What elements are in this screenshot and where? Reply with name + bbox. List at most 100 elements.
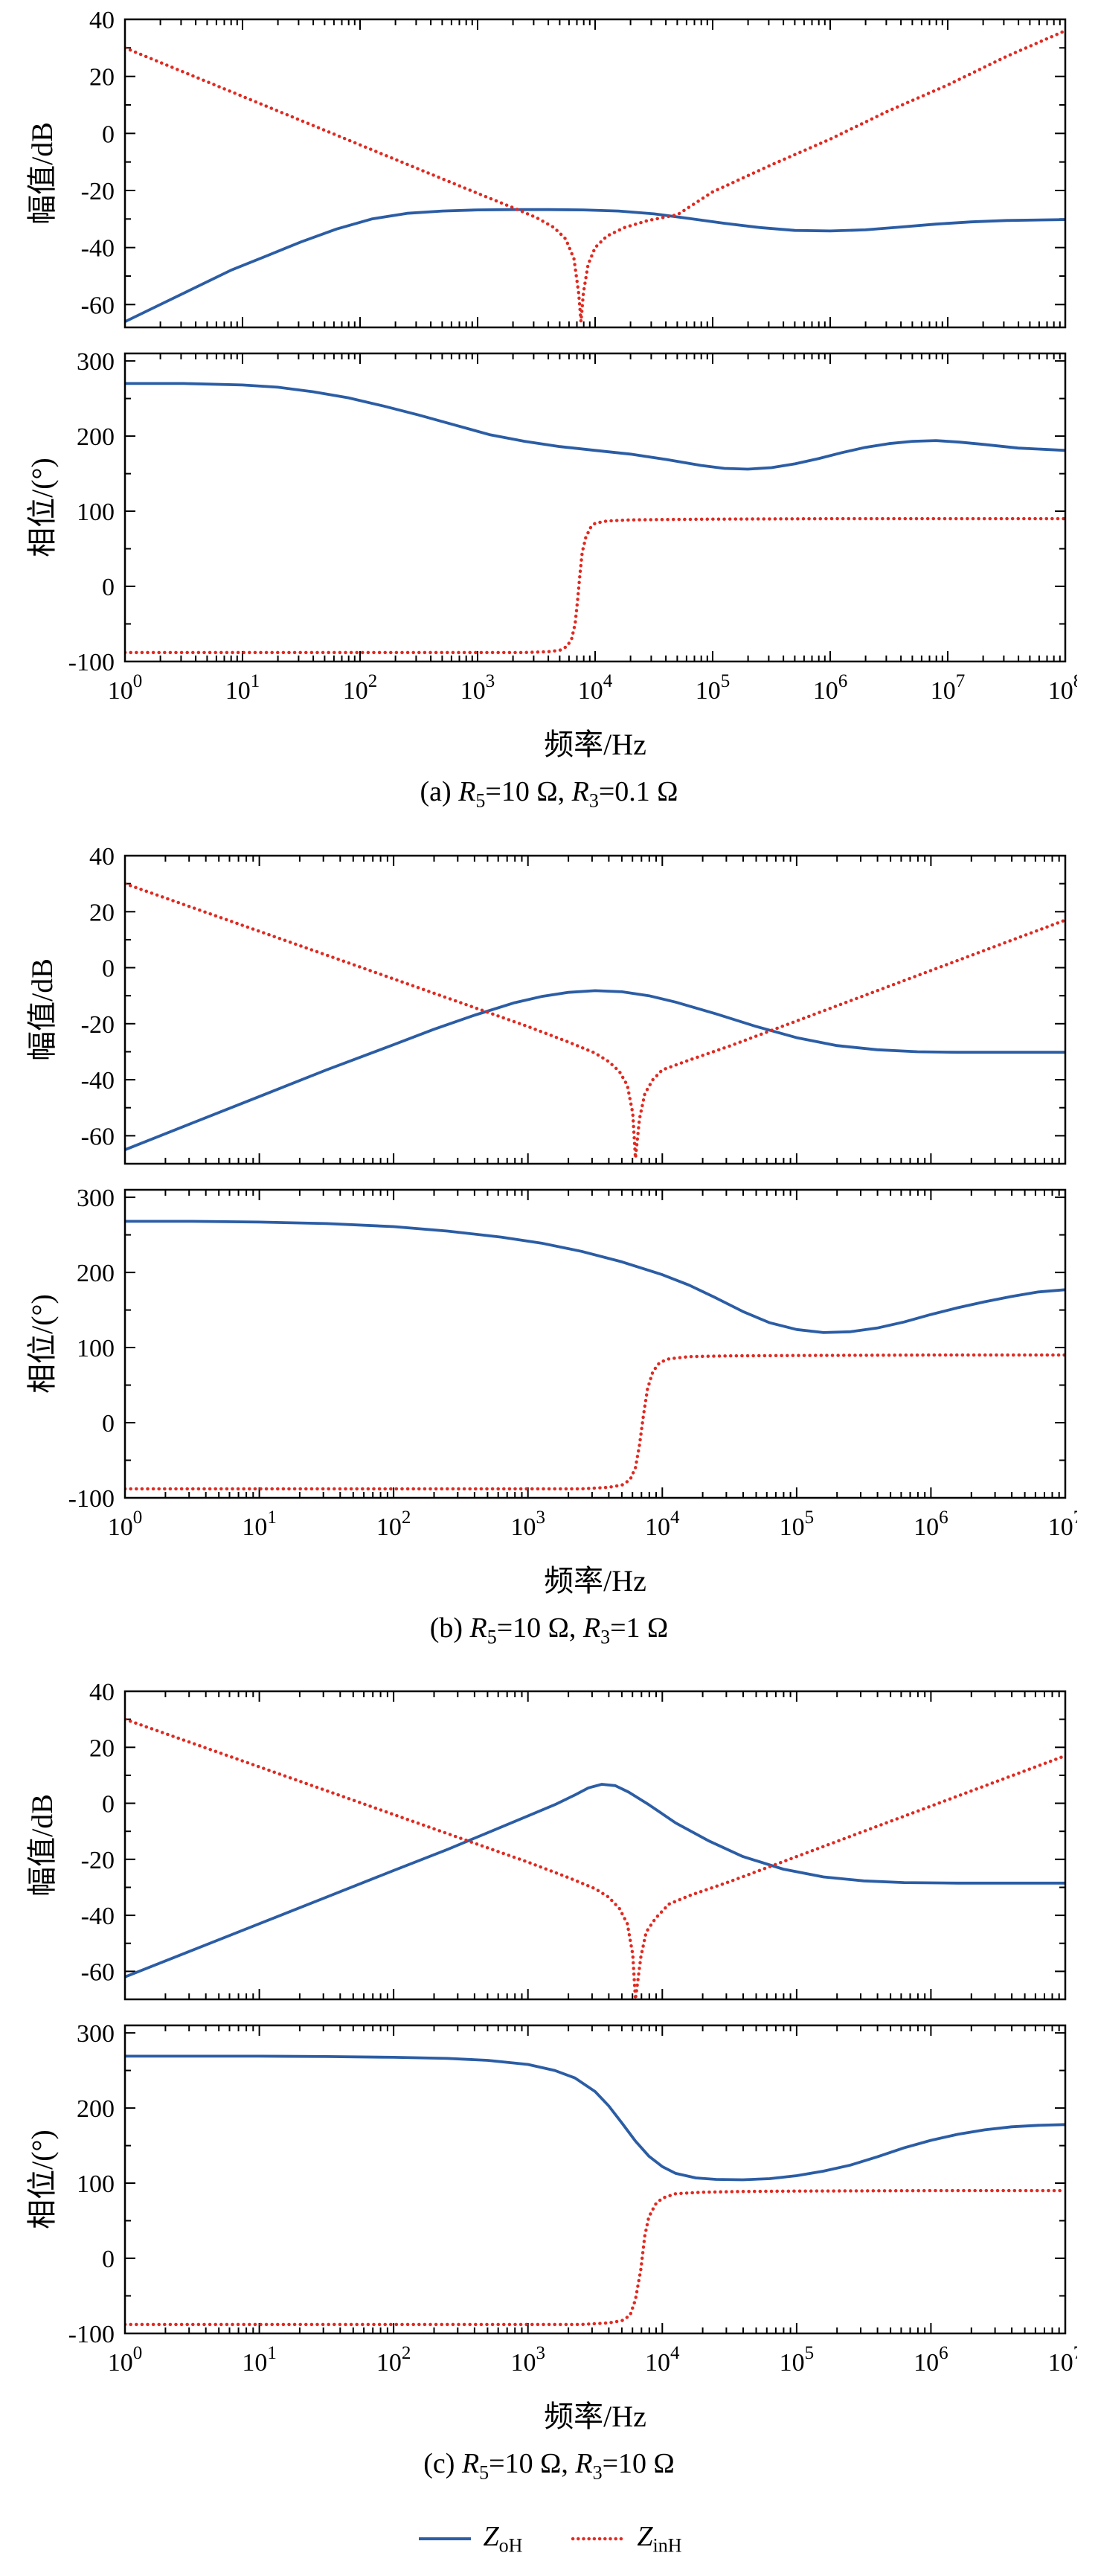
y-tick-label: 0	[102, 2246, 115, 2273]
x-tick-label: 100	[108, 671, 143, 705]
x-tick-label: 107	[931, 671, 966, 705]
y-tick-label: -20	[81, 1847, 115, 1874]
dotted-line-icon	[571, 2537, 627, 2540]
x-tick-label: 105	[696, 671, 731, 705]
panel-a: 40 20 0 -20 -40 -60 幅值/dB 300 200 100 0 -100 相位/(°)…	[21, 7, 1082, 813]
x-tick-label: 107	[1048, 2343, 1077, 2377]
y-tick-label: 40	[89, 845, 115, 871]
y-tick-label: -40	[81, 235, 115, 263]
panel-b-magnitude-chart: 40 20 0 -20 -40 -60 幅值/dB	[21, 843, 1077, 1173]
x-tick-label: 108	[1048, 671, 1077, 705]
y-axis-title: 幅值/dB	[25, 122, 59, 225]
y-tick-label: 20	[89, 1734, 115, 1762]
ZoH-curve	[125, 2054, 1065, 2182]
y-tick-label: 300	[77, 348, 115, 376]
panel-a-caption: (a) R5=10 Ω, R3=0.1 Ω	[420, 776, 678, 812]
x-tick-label: 103	[510, 1508, 545, 1541]
y-tick-label: -60	[81, 1123, 115, 1150]
y-tick-label: -20	[81, 1010, 115, 1038]
ZinH-curve	[125, 881, 1065, 1159]
y-tick-label: 0	[102, 574, 115, 601]
y-tick-label: 300	[77, 2020, 115, 2048]
legend-label-ZinH: ZinH	[637, 2520, 682, 2557]
panel-b-phase-chart: 300 200 100 0 -100 相位/(°) 100 101 102 103 104 105 10…	[21, 1179, 1082, 1555]
x-tick-label: 102	[376, 2343, 411, 2377]
ZinH-curve	[125, 516, 1065, 655]
panel-a-magnitude-chart: 40 20 0 -20 -40 -60 幅值/dB	[21, 7, 1077, 337]
y-tick-label: 40	[89, 1681, 115, 1706]
y-tick-label: -60	[81, 292, 115, 319]
panel-a-x-axis-title: 频率/Hz	[544, 728, 646, 761]
y-axis-title: 幅值/dB	[25, 958, 59, 1061]
panel-b: 40 20 0 -20 -40 -60 幅值/dB 300 200 100 0 -100 相位/(°)…	[21, 843, 1082, 1649]
x-tick-label: 106	[914, 1508, 948, 1541]
y-tick-label: -40	[81, 1067, 115, 1095]
ZoH-curve	[125, 1220, 1065, 1334]
legend-item-ZinH: ZinH	[570, 2520, 682, 2557]
x-tick-label: 101	[225, 671, 260, 705]
y-tick-label: 20	[89, 64, 115, 92]
y-tick-label: 0	[102, 1410, 115, 1438]
y-tick-label: -100	[68, 1485, 115, 1513]
panel-a-phase-chart: 300 200 100 0 -100 相位/(°) 100 101 102 103 104 105 10…	[21, 343, 1082, 719]
x-tick-label: 106	[914, 2343, 948, 2377]
y-tick-label: 0	[102, 955, 115, 982]
legend-item-ZoH: ZoH	[416, 2520, 522, 2557]
x-tick-label: 102	[376, 1508, 411, 1541]
panel-c-x-axis-title: 频率/Hz	[544, 2400, 646, 2434]
magnitude-plot: 40 20 0 -20 -40 -60 幅值/dB	[25, 7, 1067, 329]
figure-legend: ZoH ZinH	[21, 2517, 1077, 2576]
x-tick-label: 101	[242, 2343, 277, 2377]
y-tick-label: 40	[89, 9, 115, 34]
x-tick-label: 103	[510, 2343, 545, 2377]
y-tick-label: 200	[77, 1260, 115, 1287]
legend-label-ZoH: ZoH	[483, 2520, 523, 2557]
panel-c-phase-chart: 300 200 100 0 -100 相位/(°) 100 101 102 103 104 105 10…	[21, 2015, 1082, 2391]
panel-c-caption: (c) R5=10 Ω, R3=10 Ω	[423, 2448, 675, 2484]
panel-b-x-axis-title: 频率/Hz	[544, 1563, 646, 1598]
ZinH-curve	[125, 29, 1065, 322]
x-tick-label: 103	[460, 671, 495, 705]
solid-line-icon	[419, 2537, 472, 2540]
x-tick-label: 100	[108, 2343, 143, 2377]
phase-plot: 300 200 100 0 -100 相位/(°) 100 101 102 103 104 105 10…	[25, 348, 1082, 705]
y-axis-title: 相位/(°)	[25, 1294, 59, 1394]
ZoH-curve	[125, 208, 1065, 324]
x-tick-label: 101	[242, 1508, 277, 1541]
y-tick-label: 0	[102, 1791, 115, 1819]
magnitude-plot: 40 20 0 -20 -40 -60 幅值/dB	[25, 843, 1067, 1164]
y-axis-title: 幅值/dB	[25, 1794, 59, 1897]
y-tick-label: 100	[77, 499, 115, 526]
y-tick-label: -100	[68, 2321, 115, 2348]
y-tick-label: 300	[77, 1185, 115, 1212]
ZoH-curve	[125, 1783, 1065, 1979]
x-tick-label: 106	[813, 671, 848, 705]
y-tick-label: 100	[77, 1335, 115, 1362]
ZinH-curve	[125, 1353, 1065, 1490]
x-tick-label: 107	[1048, 1508, 1077, 1541]
x-tick-label: 104	[645, 2343, 680, 2377]
magnitude-plot: 40 20 0 -20 -40 -60 幅值/dB	[25, 1679, 1067, 2001]
panel-c: 40 20 0 -20 -40 -60 幅值/dB 300 200 100 0 -100 相位/(°)…	[21, 1679, 1082, 2484]
panel-b-caption: (b) R5=10 Ω, R3=1 Ω	[429, 1612, 669, 1648]
x-tick-label: 105	[780, 1508, 815, 1541]
y-tick-label: -100	[68, 649, 115, 676]
x-tick-label: 105	[780, 2343, 815, 2377]
y-tick-label: 200	[77, 423, 115, 451]
y-tick-label: -40	[81, 1903, 115, 1930]
ZinH-curve	[125, 2189, 1065, 2327]
y-axis-title: 相位/(°)	[25, 458, 59, 557]
x-tick-label: 102	[343, 671, 378, 705]
ZoH-curve	[125, 382, 1065, 471]
x-tick-label: 104	[645, 1508, 680, 1541]
ZoH-curve	[125, 989, 1065, 1151]
y-tick-label: 200	[77, 2095, 115, 2123]
panel-c-magnitude-chart: 40 20 0 -20 -40 -60 幅值/dB	[21, 1679, 1077, 2009]
x-tick-label: 104	[578, 671, 613, 705]
y-tick-label: 100	[77, 2170, 115, 2198]
y-tick-label: 0	[102, 121, 115, 148]
y-tick-label: -20	[81, 178, 115, 205]
